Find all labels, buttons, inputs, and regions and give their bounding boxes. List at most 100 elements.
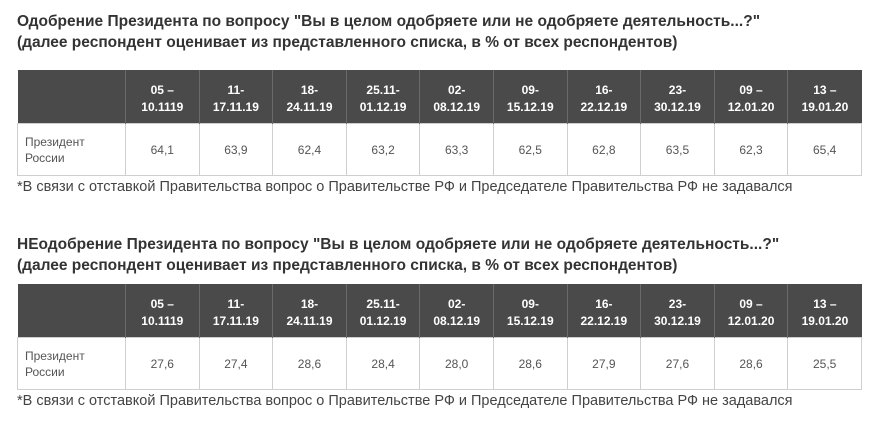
- col-line2: 10.1119: [141, 314, 184, 328]
- col-line1: 18-: [300, 297, 319, 311]
- table-cell: 27,6: [640, 337, 715, 390]
- approval-col-2: 11- 17.11.19: [198, 70, 273, 124]
- col-line1: 18-: [300, 83, 319, 97]
- row-label: Президент России: [17, 123, 126, 176]
- disapproval-header-row: 05 – 10.1119 11- 17.11.19 18- 24.11.19 25.1…: [17, 284, 862, 338]
- col-line1: 09-: [521, 297, 539, 311]
- col-line2: 08.12.19: [433, 314, 481, 328]
- table-cell: 64,1: [125, 123, 200, 176]
- table-cell: 28,0: [419, 337, 494, 390]
- row-label-line2: России: [25, 364, 65, 379]
- row-label-line2: России: [25, 150, 65, 165]
- approval-table: 05 – 10.1119 11- 17.11.19 18- 24.11.19 25.1…: [17, 70, 862, 176]
- col-line1: 25.11-: [366, 83, 400, 97]
- col-line1: 23-: [668, 297, 687, 311]
- col-line1: 13 –: [813, 297, 837, 311]
- col-line2: 24.11.19: [286, 100, 333, 114]
- col-line2: 30.12.19: [654, 314, 701, 328]
- table-cell: 63,5: [640, 123, 715, 176]
- approval-col-8: 23- 30.12.19: [640, 70, 715, 124]
- table-cell: 62,8: [566, 123, 642, 176]
- col-line1: 11-: [227, 83, 245, 97]
- col-line1: 23-: [668, 83, 687, 97]
- table-cell: 62,3: [713, 123, 789, 176]
- table-cell: 27,4: [198, 337, 274, 390]
- table-cell: 28,6: [272, 337, 347, 390]
- col-line2: 22.12.19: [580, 100, 628, 114]
- table-cell: 27,6: [125, 337, 200, 390]
- col-line2: 17.11.19: [212, 100, 259, 114]
- disapproval-col-4: 25.11- 01.12.19: [345, 284, 420, 338]
- col-line1: 05 –: [150, 83, 174, 97]
- table-cell: 62,5: [492, 123, 568, 176]
- col-line2: 01.12.19: [359, 314, 407, 328]
- disapproval-col-7: 16- 22.12.19: [566, 284, 641, 338]
- table-cell: 63,9: [198, 123, 274, 176]
- col-line2: 19.01.20: [801, 314, 849, 328]
- disapproval-col-5: 02- 08.12.19: [419, 284, 494, 338]
- col-line2: 22.12.19: [580, 314, 628, 328]
- disapproval-table: 05 – 10.1119 11- 17.11.19 18- 24.11.19 25.1…: [17, 284, 862, 390]
- row-label: Президент России: [17, 337, 126, 390]
- approval-title-line2: (далее респондент оценивает из представл…: [17, 34, 678, 51]
- col-line1: 13 –: [813, 83, 837, 97]
- disapproval-col-6: 09- 15.12.19: [492, 284, 568, 338]
- col-line2: 15.12.19: [506, 314, 554, 328]
- approval-footnote: *В связи с отставкой Правительства вопро…: [17, 179, 793, 195]
- approval-col-1: 05 – 10.1119: [125, 70, 200, 124]
- approval-title-line1: Одобрение Президента по вопросу "Вы в це…: [17, 13, 761, 30]
- table-cell: 62,4: [272, 123, 347, 176]
- approval-col-7: 16- 22.12.19: [566, 70, 641, 124]
- approval-col-9: 09 – 12.01.20: [713, 70, 788, 124]
- col-line2: 01.12.19: [359, 100, 407, 114]
- col-line1: 11-: [227, 297, 245, 311]
- table-cell: 63,3: [419, 123, 494, 176]
- col-line2: 17.11.19: [212, 314, 259, 328]
- disapproval-col-1: 05 – 10.1119: [125, 284, 200, 338]
- disapproval-col-2: 11- 17.11.19: [198, 284, 273, 338]
- disapproval-col-9: 09 – 12.01.20: [713, 284, 788, 338]
- disapproval-title-line1: НЕодобрение Президента по вопросу "Вы в …: [17, 236, 780, 253]
- approval-col-4: 25.11- 01.12.19: [345, 70, 420, 124]
- disapproval-col-10: 13 – 19.01.20: [787, 284, 862, 338]
- col-line1: 16-: [595, 83, 613, 97]
- row-label-line1: Президент: [25, 348, 85, 363]
- approval-col-3: 18- 24.11.19: [272, 70, 347, 124]
- row-label-line1: Президент: [25, 134, 85, 149]
- table-row: Президент России 64,1 63,9 62,4 63,2 63,3…: [17, 123, 862, 176]
- col-line2: 15.12.19: [506, 100, 554, 114]
- col-line2: 24.11.19: [286, 314, 333, 328]
- disapproval-title: НЕодобрение Президента по вопросу "Вы в …: [17, 234, 877, 276]
- disapproval-header-corner: [17, 284, 126, 338]
- table-cell: 28,6: [713, 337, 789, 390]
- approval-title: Одобрение Президента по вопросу "Вы в це…: [17, 11, 877, 53]
- col-line2: 30.12.19: [654, 100, 701, 114]
- col-line1: 05 –: [150, 297, 174, 311]
- table-cell: 28,6: [492, 337, 568, 390]
- col-line2: 12.01.20: [727, 314, 775, 328]
- disapproval-col-8: 23- 30.12.19: [640, 284, 715, 338]
- col-line1: 02-: [448, 297, 466, 311]
- disapproval-title-line2: (далее респондент оценивает из представл…: [17, 257, 678, 274]
- disapproval-footnote: *В связи с отставкой Правительства вопро…: [17, 393, 793, 409]
- col-line1: 09 –: [739, 83, 763, 97]
- col-line2: 19.01.20: [801, 100, 849, 114]
- approval-header-corner: [17, 70, 126, 124]
- approval-col-6: 09- 15.12.19: [492, 70, 568, 124]
- col-line1: 16-: [595, 297, 613, 311]
- table-cell: 63,2: [345, 123, 421, 176]
- col-line1: 09-: [521, 83, 539, 97]
- col-line2: 08.12.19: [433, 100, 481, 114]
- col-line2: 10.1119: [141, 100, 184, 114]
- table-row: Президент России 27,6 27,4 28,6 28,4 28,0…: [17, 337, 862, 390]
- table-cell: 25,5: [787, 337, 862, 390]
- col-line1: 02-: [448, 83, 466, 97]
- approval-header-row: 05 – 10.1119 11- 17.11.19 18- 24.11.19 25.1…: [17, 70, 862, 124]
- approval-col-5: 02- 08.12.19: [419, 70, 494, 124]
- col-line1: 25.11-: [366, 297, 400, 311]
- table-cell: 28,4: [345, 337, 421, 390]
- col-line1: 09 –: [739, 297, 763, 311]
- col-line2: 12.01.20: [727, 100, 775, 114]
- table-cell: 27,9: [566, 337, 642, 390]
- table-cell: 65,4: [787, 123, 862, 176]
